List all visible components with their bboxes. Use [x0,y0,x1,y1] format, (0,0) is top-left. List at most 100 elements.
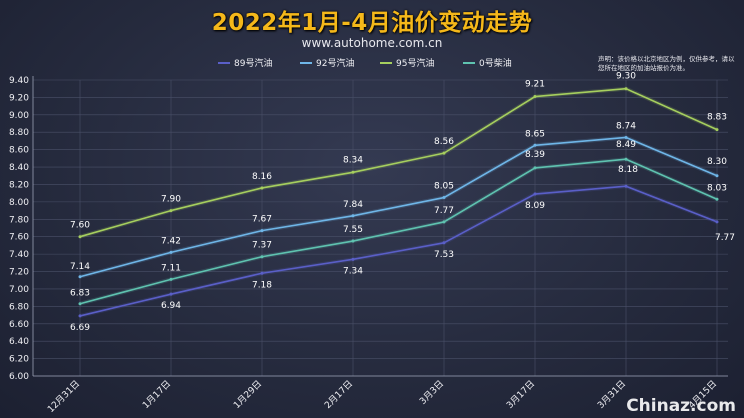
data-point [624,184,628,188]
y-tick-label: 8.40 [9,163,29,173]
x-tick-label: 1月17日 [140,378,173,411]
data-label: 6.94 [161,301,181,311]
data-point [624,135,628,139]
y-tick-label: 6.80 [9,302,29,312]
watermark-logo: Chinaz.com [626,396,736,416]
data-label: 8.05 [434,182,454,192]
data-label: 8.03 [707,183,727,193]
data-point [533,192,537,196]
data-label: 7.67 [252,215,272,225]
data-label: 9.30 [616,72,636,82]
data-label: 8.56 [434,137,454,147]
disclaimer-note: 声明：该价格以北京地区为例，仅供参考，请以您所在地区的加油站报价为准。 [598,55,735,72]
data-label: 7.34 [343,266,363,276]
x-tick-label: 3月3日 [418,378,447,407]
data-label: 8.30 [707,157,727,167]
y-tick-label: 9.00 [9,111,29,121]
data-label: 7.90 [161,195,181,205]
data-label: 8.34 [343,155,363,165]
data-point [78,235,82,239]
data-point [442,196,446,200]
data-point [169,292,173,296]
x-tick-label: 12月31日 [45,378,82,415]
data-point [442,241,446,245]
data-label: 6.69 [70,323,90,333]
data-point [442,151,446,155]
data-label: 6.83 [70,289,90,299]
data-point [351,214,355,218]
series-line [79,87,718,238]
y-tick-label: 8.20 [9,180,29,190]
data-label: 8.74 [616,121,636,131]
data-label: 8.65 [525,129,545,139]
data-label: 7.77 [434,206,454,216]
legend-label: 89号汽油 [234,57,272,69]
data-point [169,277,173,281]
x-tick-label: 1月29日 [231,378,264,411]
data-point [351,170,355,174]
data-point [351,257,355,261]
data-point [624,157,628,161]
data-point [351,239,355,243]
data-point [260,271,264,275]
data-point [533,166,537,170]
data-point [260,186,264,190]
data-label: 7.42 [161,236,181,246]
data-point [78,302,82,306]
legend-label: 0号柴油 [479,57,512,69]
y-tick-label: 7.80 [9,215,29,225]
data-point [78,275,82,279]
data-label: 7.60 [70,221,90,231]
y-tick-label: 7.00 [9,285,29,295]
x-tick-label: 4月15日 [686,378,719,411]
data-label: 8.16 [252,172,272,182]
x-tick-label: 2月17日 [322,378,355,411]
y-tick-label: 8.60 [9,146,29,156]
data-label: 7.55 [343,225,363,235]
y-tick-label: 8.00 [9,198,29,208]
data-label: 7.14 [70,262,90,272]
data-point [715,197,719,201]
series-line [79,158,718,305]
data-label: 8.39 [525,150,545,160]
data-point [715,128,719,132]
data-point [715,174,719,178]
y-tick-label: 6.20 [9,355,29,365]
data-label: 8.83 [707,113,727,123]
data-label: 9.21 [525,80,545,90]
data-point [624,87,628,91]
data-label: 7.53 [434,250,454,260]
data-point [169,209,173,213]
legend-label: 95号汽油 [396,57,434,69]
y-tick-label: 8.80 [9,128,29,138]
data-label: 7.77 [715,233,735,243]
y-tick-label: 6.40 [9,337,29,347]
data-point [260,255,264,259]
data-point [533,95,537,99]
y-tick-label: 7.40 [9,250,29,260]
data-label: 7.84 [343,200,363,210]
data-label: 8.09 [525,201,545,211]
chart-subtitle: www.autohome.com.cn [301,36,443,50]
legend-label: 92号汽油 [316,57,354,69]
data-point [715,220,719,224]
y-tick-label: 6.00 [9,372,29,382]
data-label: 7.18 [252,280,272,290]
series-line [79,185,718,317]
series-line [79,136,718,278]
x-tick-label: 3月17日 [504,378,537,411]
y-tick-label: 9.20 [9,93,29,103]
data-label: 8.49 [616,140,636,150]
y-tick-label: 9.40 [9,76,29,86]
data-point [78,314,82,318]
x-tick-label: 3月31日 [595,378,628,411]
y-tick-label: 7.20 [9,268,29,278]
data-label: 7.11 [161,263,181,273]
data-point [260,229,264,233]
y-tick-label: 6.60 [9,320,29,330]
data-point [533,143,537,147]
data-label: 8.18 [618,165,638,175]
data-point [442,220,446,224]
y-tick-label: 7.60 [9,233,29,243]
